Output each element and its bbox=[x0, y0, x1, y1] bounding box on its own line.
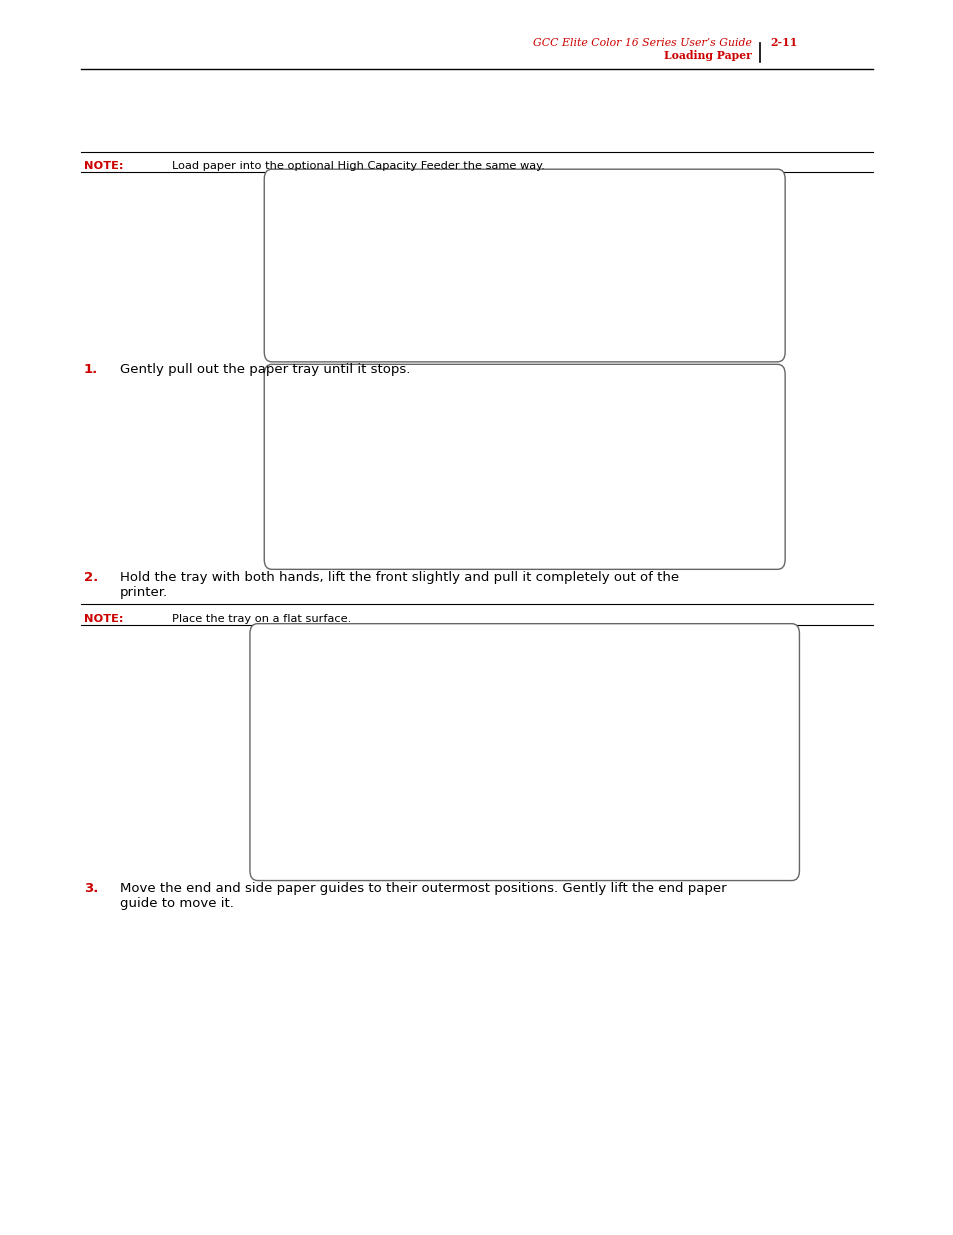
Text: Place the tray on a flat surface.: Place the tray on a flat surface. bbox=[172, 614, 351, 624]
Text: Loading Paper: Loading Paper bbox=[663, 51, 751, 62]
Text: Move the end and side paper guides to their outermost positions. Gently lift the: Move the end and side paper guides to th… bbox=[120, 882, 726, 910]
Text: Load paper into the optional High Capacity Feeder the same way.: Load paper into the optional High Capaci… bbox=[172, 161, 544, 170]
Text: NOTE:: NOTE: bbox=[84, 161, 123, 170]
Text: Hold the tray with both hands, lift the front slightly and pull it completely ou: Hold the tray with both hands, lift the … bbox=[120, 571, 679, 599]
Text: 2.: 2. bbox=[84, 571, 98, 584]
Text: NOTE:: NOTE: bbox=[84, 614, 123, 624]
FancyBboxPatch shape bbox=[250, 624, 799, 881]
Text: Gently pull out the paper tray until it stops.: Gently pull out the paper tray until it … bbox=[120, 363, 410, 377]
Text: GCC Elite Color 16 Series User’s Guide: GCC Elite Color 16 Series User’s Guide bbox=[533, 38, 751, 48]
Text: 1.: 1. bbox=[84, 363, 98, 377]
Text: 3.: 3. bbox=[84, 882, 98, 895]
FancyBboxPatch shape bbox=[264, 169, 784, 362]
FancyBboxPatch shape bbox=[264, 364, 784, 569]
Text: 2-11: 2-11 bbox=[769, 37, 797, 48]
